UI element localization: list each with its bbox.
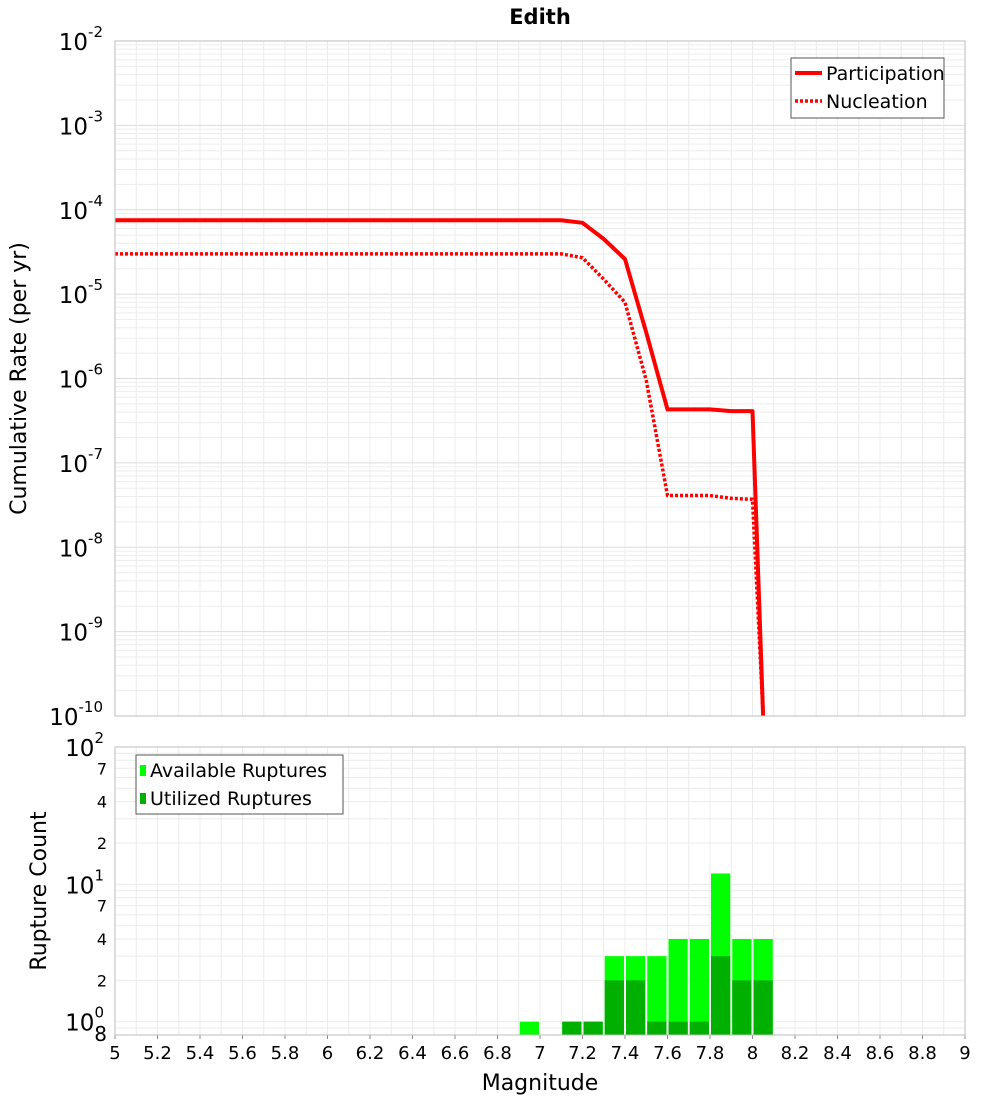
- x-tick-label: 6.4: [398, 1043, 427, 1064]
- legend-label-utilized: Utilized Ruptures: [150, 788, 312, 810]
- bar-utilized: [754, 980, 773, 1035]
- top-y-tick-label: 10-5: [59, 276, 103, 309]
- x-tick-label: 8.6: [866, 1043, 895, 1064]
- x-tick-label: 5: [109, 1043, 120, 1064]
- bar-available: [520, 1022, 539, 1035]
- x-tick-label: 6.2: [356, 1043, 385, 1064]
- top-y-tick-label: 10-3: [59, 107, 103, 140]
- bottom-y-axis-label: Rupture Count: [27, 811, 52, 971]
- bottom-y-minor-tick: 4: [97, 793, 107, 812]
- top-y-tick-label: 10-4: [59, 192, 103, 225]
- x-tick-label: 8.4: [823, 1043, 852, 1064]
- x-tick-label: 8.2: [781, 1043, 810, 1064]
- top-y-tick-label: 10-10: [49, 698, 103, 731]
- top-y-axis-label: Cumulative Rate (per yr): [7, 242, 32, 515]
- bar-utilized: [584, 1022, 603, 1035]
- x-tick-label: 8.8: [908, 1043, 937, 1064]
- legend-label-participation: Participation: [826, 63, 945, 85]
- x-tick-label: 7.2: [568, 1043, 597, 1064]
- x-tick-label: 6.8: [483, 1043, 512, 1064]
- x-tick-label: 6: [322, 1043, 333, 1064]
- top-y-tick-label: 10-9: [59, 614, 103, 647]
- bottom-legend: Available Ruptures Utilized Ruptures: [136, 755, 343, 814]
- top-y-tick-label: 10-6: [59, 361, 103, 394]
- legend-swatch-utilized: [140, 793, 146, 804]
- legend-label-nucleation: Nucleation: [826, 91, 928, 113]
- top-y-tick-label: 10-8: [59, 529, 103, 562]
- x-tick-label: 8: [747, 1043, 758, 1064]
- top-y-tick-label: 10-2: [59, 23, 103, 56]
- top-y-tick-label: 10-7: [59, 445, 103, 478]
- bottom-y-minor-tick: 2: [97, 834, 107, 853]
- bar-utilized: [711, 956, 730, 1035]
- bar-utilized: [647, 1022, 666, 1035]
- x-tick-label: 7.4: [611, 1043, 640, 1064]
- legend-swatch-available: [140, 765, 146, 776]
- bar-available: [690, 939, 709, 1035]
- bottom-y-minor-tick: 7: [97, 897, 107, 916]
- bottom-y-minor-tick: 2: [97, 971, 107, 990]
- chart-title: Edith: [509, 5, 571, 29]
- bar-utilized: [626, 980, 645, 1035]
- top-legend: Participation Nucleation: [791, 58, 945, 118]
- x-tick-label: 5.2: [143, 1043, 172, 1064]
- x-tick-label: 6.6: [441, 1043, 470, 1064]
- bar-utilized: [669, 1022, 688, 1035]
- x-tick-label: 7: [534, 1043, 545, 1064]
- x-tick-label: 5.8: [271, 1043, 300, 1064]
- x-tick-label: 5.4: [186, 1043, 215, 1064]
- bar-utilized: [690, 1022, 709, 1035]
- top-grid: [115, 41, 965, 716]
- x-tick-label: 9: [959, 1043, 970, 1064]
- bar-available: [669, 939, 688, 1035]
- x-tick-label: 7.8: [696, 1043, 725, 1064]
- bottom-y-minor-tick: 7: [97, 759, 107, 778]
- bottom-y-major-tick: 101: [65, 866, 104, 899]
- bar-utilized: [562, 1022, 581, 1035]
- bottom-y-minor-tick: 8: [94, 1022, 107, 1046]
- x-tick-label: 7.6: [653, 1043, 682, 1064]
- bar-utilized: [732, 980, 751, 1035]
- bar-utilized: [605, 980, 624, 1035]
- x-axis-label: Magnitude: [482, 1071, 599, 1096]
- bottom-y-major-tick: 102: [65, 729, 104, 762]
- bottom-y-minor-tick: 4: [97, 930, 107, 949]
- legend-label-available: Available Ruptures: [150, 760, 327, 782]
- x-tick-label: 5.6: [228, 1043, 257, 1064]
